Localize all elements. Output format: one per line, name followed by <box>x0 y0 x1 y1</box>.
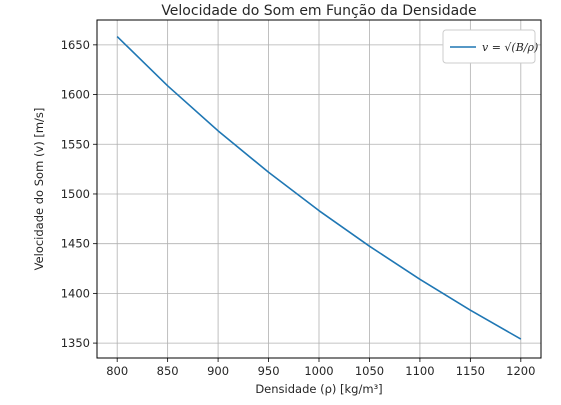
y-tick-label: 1600 <box>61 88 90 102</box>
legend-box <box>442 29 536 64</box>
x-axis-label: Densidade (ρ) [kg/m³] <box>255 382 382 396</box>
y-axis: 1350 1400 1450 1500 1550 1600 1650 <box>61 38 97 350</box>
x-tick-label: 900 <box>207 364 229 378</box>
x-axis: 800 850 900 950 1000 1050 1100 1150 1200 <box>106 358 535 378</box>
legend-label: v = √(B/ρ) <box>482 41 538 54</box>
y-tick-label: 1450 <box>61 237 90 251</box>
y-tick-label: 1500 <box>61 187 90 201</box>
x-tick-label: 1200 <box>506 364 535 378</box>
x-tick-label: 1050 <box>355 364 384 378</box>
y-tick-label: 1550 <box>61 137 90 151</box>
y-tick-label: 1400 <box>61 286 90 300</box>
legend: v = √(B/ρ) <box>442 29 538 64</box>
series-line-0 <box>116 36 522 340</box>
y-axis-label: Velocidade do Som (v) [m/s] <box>32 108 46 271</box>
x-tick-label: 800 <box>106 364 128 378</box>
x-tick-label: 850 <box>157 364 179 378</box>
x-tick-label: 1150 <box>456 364 485 378</box>
series-layer <box>116 36 522 340</box>
x-tick-label: 950 <box>258 364 280 378</box>
x-tick-label: 1000 <box>304 364 333 378</box>
y-tick-label: 1350 <box>61 336 90 350</box>
y-tick-label: 1650 <box>61 38 90 52</box>
x-tick-label: 1100 <box>405 364 434 378</box>
chart-title: Velocidade do Som em Função da Densidade <box>161 3 476 19</box>
